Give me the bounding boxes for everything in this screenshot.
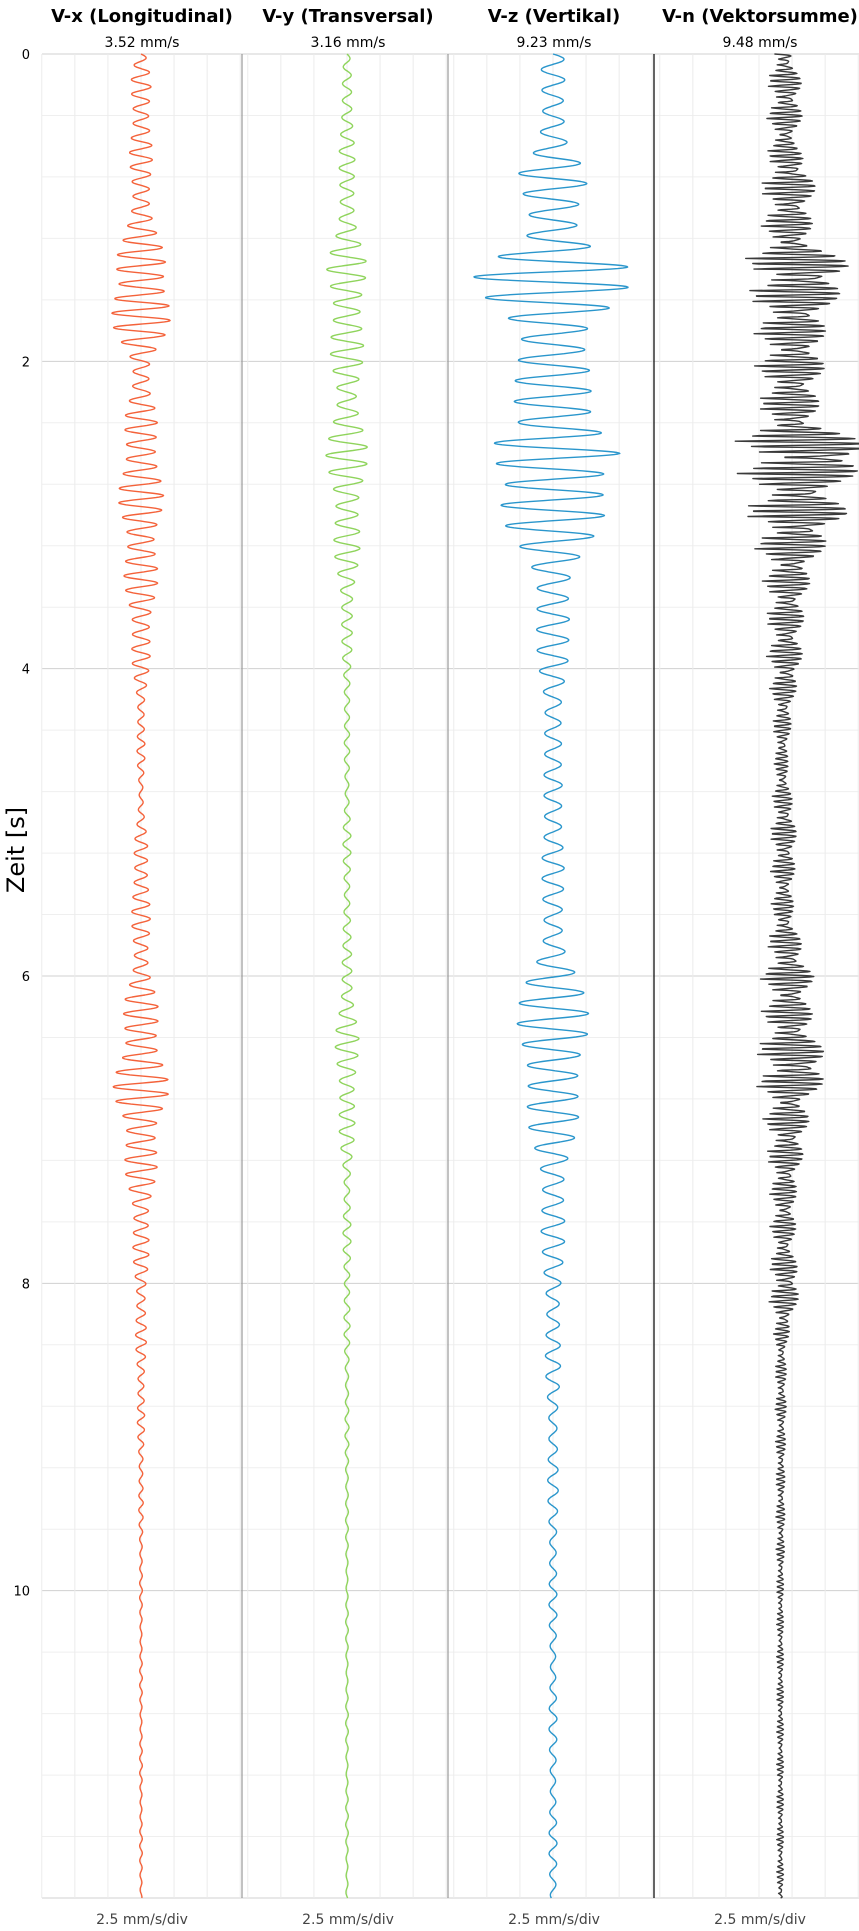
y-axis-label: Zeit [s] (2, 807, 30, 893)
scale-label: 2.5 mm/s/div (302, 1912, 394, 1928)
panel-3: V-z (Vertikal) 9.23 mm/s 2.5 mm/s/div (447, 6, 653, 1928)
waveform-line (473, 53, 629, 1899)
panel-title: V-y (Transversal) (262, 6, 433, 27)
panel-title: V-z (Vertikal) (488, 6, 620, 27)
y-tick-label: 0 (22, 48, 30, 63)
waveform-line (111, 53, 171, 1899)
panel-2: V-y (Transversal) 3.16 mm/s 2.5 mm/s/div (241, 6, 447, 1928)
grid-layer (42, 53, 859, 1899)
panel-title: V-n (Vektorsumme) (662, 6, 858, 27)
y-tick-label: 10 (13, 1585, 30, 1600)
y-tick-label: 8 (22, 1277, 30, 1292)
scale-label: 2.5 mm/s/div (714, 1912, 806, 1928)
panel-title: V-x (Longitudinal) (51, 6, 233, 27)
peak-value-label: 3.52 mm/s (105, 35, 180, 51)
y-tick-label: 4 (22, 663, 30, 678)
y-tick-label: 6 (22, 970, 30, 985)
y-tick-label: 2 (22, 355, 30, 370)
waveform-line (325, 53, 368, 1899)
scale-label: 2.5 mm/s/div (508, 1912, 600, 1928)
panel-4: V-n (Vektorsumme) 9.48 mm/s 2.5 mm/s/div (653, 6, 859, 1928)
peak-value-label: 9.48 mm/s (723, 35, 798, 51)
peak-value-label: 9.23 mm/s (517, 35, 592, 51)
y-axis: 0 2 4 6 8 10 (13, 48, 30, 1600)
panel-1: V-x (Longitudinal) 3.52 mm/s 2.5 mm/s/div (41, 6, 241, 1928)
panels-layer: V-x (Longitudinal)3.52 mm/s2.5 mm/s/divV… (41, 6, 859, 1928)
peak-value-label: 3.16 mm/s (311, 35, 386, 51)
scale-label: 2.5 mm/s/div (96, 1912, 188, 1928)
waveform-line (734, 53, 859, 1899)
